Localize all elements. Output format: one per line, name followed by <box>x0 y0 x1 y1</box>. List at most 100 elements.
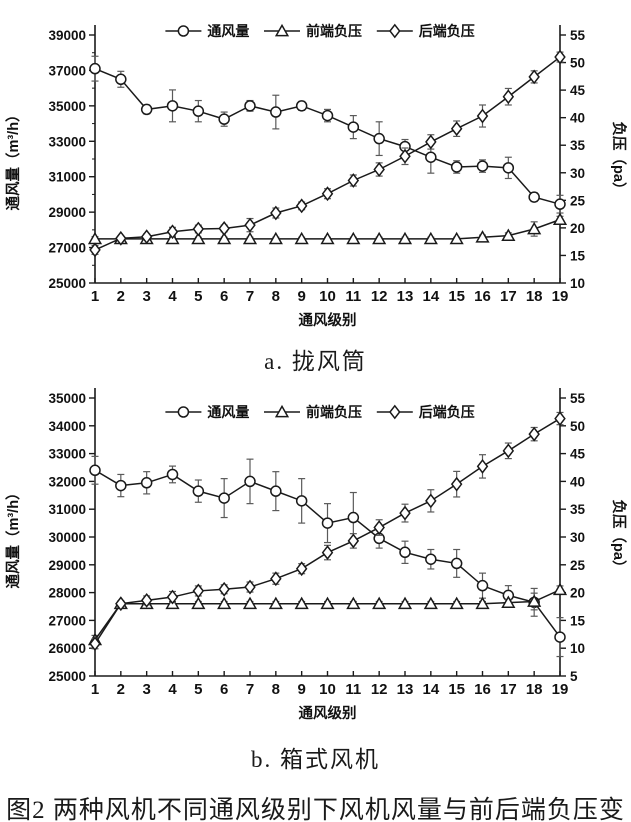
svg-text:32000: 32000 <box>48 474 86 489</box>
diamond-marker-icon <box>373 520 385 535</box>
diamond-marker-icon <box>389 404 401 420</box>
triangle-marker-icon <box>501 228 516 241</box>
svg-text:31000: 31000 <box>48 170 86 185</box>
svg-text:55: 55 <box>570 391 586 406</box>
svg-text:50: 50 <box>570 56 585 71</box>
axes <box>94 25 561 284</box>
svg-text:6: 6 <box>220 288 228 305</box>
x-axis-label: 通风级别 <box>299 704 357 722</box>
svg-text:7: 7 <box>246 288 254 305</box>
triangle-marker-icon <box>475 596 490 610</box>
subcaption-a: a. 拢风筒 <box>264 349 367 374</box>
diamond-marker-icon <box>450 476 463 492</box>
diamond-marker-icon <box>166 224 179 240</box>
diamond-marker-icon <box>218 221 230 236</box>
circle-marker-icon <box>347 121 360 133</box>
legend: 通风量 前端负压 后端负压 <box>165 404 475 420</box>
legend-label: 通风量 <box>207 23 249 39</box>
circle-marker-icon <box>554 631 566 643</box>
svg-text:1: 1 <box>91 288 99 305</box>
svg-text:50: 50 <box>570 419 585 434</box>
svg-text:19: 19 <box>552 288 569 305</box>
svg-text:55: 55 <box>570 28 586 43</box>
legend-item-ventilation-volume: 通风量 <box>165 404 249 420</box>
svg-text:35: 35 <box>570 502 586 517</box>
svg-text:25: 25 <box>570 558 586 573</box>
svg-text:4: 4 <box>168 288 177 305</box>
svg-text:15: 15 <box>448 288 465 305</box>
triangle-marker-icon <box>346 596 361 610</box>
svg-text:30: 30 <box>570 530 585 545</box>
triangle-marker-icon <box>346 231 361 245</box>
diamond-marker-icon <box>115 230 127 246</box>
circle-marker-icon <box>244 475 256 488</box>
diamond-marker-icon <box>425 134 437 150</box>
svg-text:25000: 25000 <box>48 276 86 291</box>
triangle-marker-icon <box>268 596 283 610</box>
circle-marker-icon <box>218 113 230 125</box>
y-axis-right: 5 10 15 20 25 30 35 40 45 50 55 <box>560 391 586 684</box>
legend-item-ventilation-volume: 通风量 <box>165 23 249 39</box>
circle-marker-icon <box>140 103 153 116</box>
circle-marker-icon <box>89 62 101 75</box>
svg-text:27000: 27000 <box>48 613 86 628</box>
svg-text:16: 16 <box>474 288 491 305</box>
svg-text:35: 35 <box>570 138 586 153</box>
circle-marker-icon <box>270 106 282 118</box>
circle-marker-icon <box>166 468 179 481</box>
y-axis-right: 10 15 20 25 30 35 40 45 50 55 <box>560 28 586 291</box>
svg-text:5: 5 <box>570 669 578 684</box>
svg-text:35000: 35000 <box>48 99 86 114</box>
triangle-marker-icon <box>242 231 258 245</box>
triangle-marker-icon <box>501 595 516 608</box>
circle-marker-icon <box>115 73 127 86</box>
diamond-marker-icon <box>140 592 153 608</box>
svg-text:2: 2 <box>117 681 125 698</box>
diamond-marker-icon <box>166 589 179 605</box>
triangle-marker-icon <box>372 596 387 610</box>
svg-text:10: 10 <box>319 288 336 305</box>
svg-text:14: 14 <box>422 681 439 698</box>
circle-marker-icon <box>476 579 489 592</box>
diamond-marker-icon <box>295 198 308 214</box>
y-axis-right-label: 负压（pa） <box>610 122 628 197</box>
svg-text:15: 15 <box>570 248 586 263</box>
svg-text:3: 3 <box>142 681 150 698</box>
circle-marker-icon <box>554 198 566 210</box>
circle-marker-icon <box>502 162 515 174</box>
circle-marker-icon <box>321 109 334 122</box>
y-axis-left: 25000 26000 27000 28000 29000 30000 31000 32000… <box>48 391 95 684</box>
legend-item-rear-end-negative-pressure: 后端负压 <box>376 404 475 420</box>
svg-text:8: 8 <box>272 681 280 698</box>
svg-text:8: 8 <box>272 288 280 305</box>
svg-text:30000: 30000 <box>48 530 86 545</box>
circle-marker-icon <box>321 517 334 529</box>
svg-text:18: 18 <box>526 681 543 698</box>
svg-text:4: 4 <box>168 681 177 698</box>
series-front-end-negative-pressure <box>87 212 568 245</box>
diamond-marker-icon <box>270 571 282 587</box>
diamond-marker-icon <box>270 205 282 221</box>
svg-text:11: 11 <box>345 681 361 698</box>
svg-text:5: 5 <box>194 288 202 305</box>
circle-marker-icon <box>295 495 308 507</box>
svg-text:3: 3 <box>142 288 150 305</box>
svg-text:16: 16 <box>474 681 491 698</box>
svg-text:26000: 26000 <box>48 641 86 656</box>
circle-marker-icon <box>140 477 153 489</box>
circle-marker-icon <box>192 485 205 497</box>
svg-text:37000: 37000 <box>48 63 86 78</box>
svg-text:27000: 27000 <box>48 241 86 256</box>
svg-text:5: 5 <box>194 681 202 698</box>
series-front-end-negative-pressure <box>87 582 568 646</box>
svg-text:2: 2 <box>117 288 125 305</box>
circle-marker-icon <box>450 161 463 173</box>
svg-text:1: 1 <box>91 681 99 698</box>
triangle-marker-icon <box>372 231 387 245</box>
circle-marker-icon <box>89 464 101 477</box>
subcaption-b: b. 箱式风机 <box>251 747 380 772</box>
diamond-marker-icon <box>373 162 385 177</box>
triangle-marker-icon <box>449 231 464 245</box>
